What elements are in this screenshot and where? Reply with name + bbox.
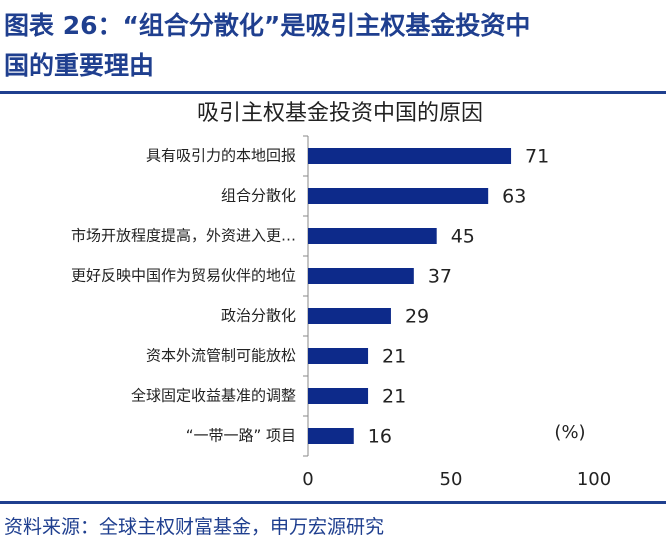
- bar: [308, 308, 391, 324]
- annotation: (%): [554, 422, 585, 443]
- bar: [308, 388, 369, 404]
- value-label: 71: [525, 146, 549, 168]
- value-label: 16: [368, 426, 392, 448]
- value-label: 21: [382, 346, 406, 368]
- value-label: 21: [382, 386, 406, 408]
- value-label: 29: [405, 306, 429, 328]
- bar: [308, 428, 354, 444]
- source: 资料来源：全球主权财富基金，申万宏源研究: [4, 516, 385, 538]
- y-tick-label: 具有吸引力的本地回报: [146, 147, 296, 165]
- bar: [308, 228, 437, 244]
- bar: [308, 148, 512, 164]
- bar: [308, 348, 369, 364]
- value-label: 37: [428, 266, 452, 288]
- header-title: 图表 26：“组合分散化”是吸引主权基金投资中: [4, 11, 531, 40]
- x-tick-label: 0: [302, 469, 313, 490]
- y-tick-label: 市场开放程度提高，外资进入更…: [71, 227, 296, 245]
- x-tick-label: 50: [440, 469, 463, 490]
- footer-rule: [0, 501, 666, 504]
- y-tick-label: 政治分散化: [221, 307, 296, 325]
- value-label: 45: [451, 226, 475, 248]
- y-tick-label: “一带一路” 项目: [186, 427, 296, 445]
- y-tick-label: 组合分散化: [221, 187, 296, 205]
- y-tick-label: 更好反映中国作为贸易伙伴的地位: [71, 267, 296, 285]
- y-tick-label: 资本外流管制可能放松: [146, 347, 296, 365]
- value-label: 63: [502, 186, 526, 208]
- header-rule: [0, 91, 666, 94]
- header-title: 国的重要理由: [4, 51, 155, 80]
- bar: [308, 188, 489, 204]
- bar: [308, 268, 414, 284]
- y-tick-label: 全球固定收益基准的调整: [131, 387, 296, 405]
- x-tick-label: 100: [577, 469, 611, 490]
- chart-title: 吸引主权基金投资中国的原因: [197, 101, 483, 126]
